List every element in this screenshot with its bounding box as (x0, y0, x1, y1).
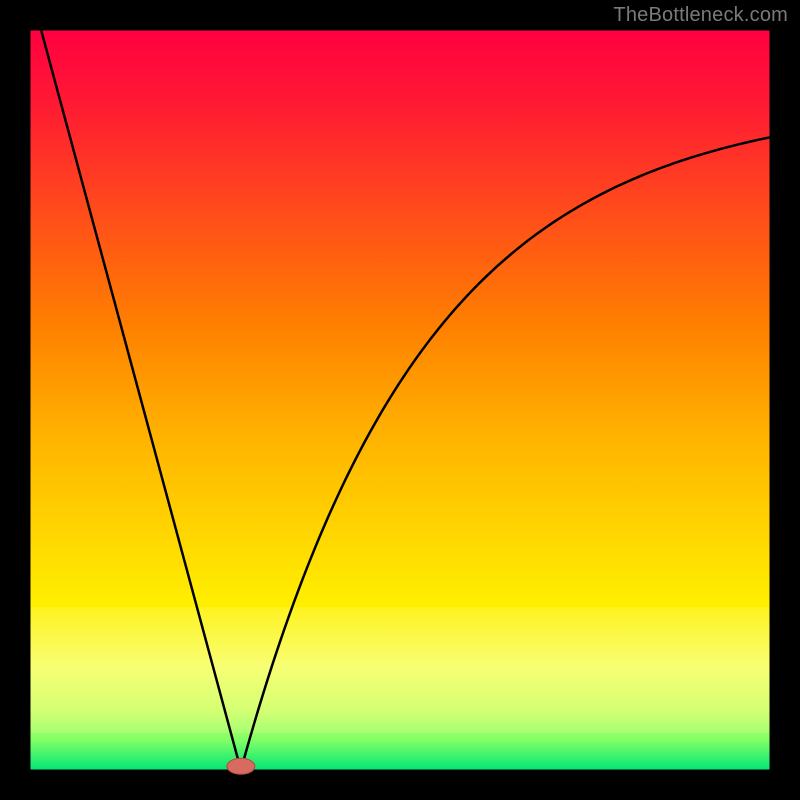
chart-svg (0, 0, 800, 800)
watermark-text: TheBottleneck.com (613, 4, 788, 27)
chart-frame: TheBottleneck.com (0, 0, 800, 800)
